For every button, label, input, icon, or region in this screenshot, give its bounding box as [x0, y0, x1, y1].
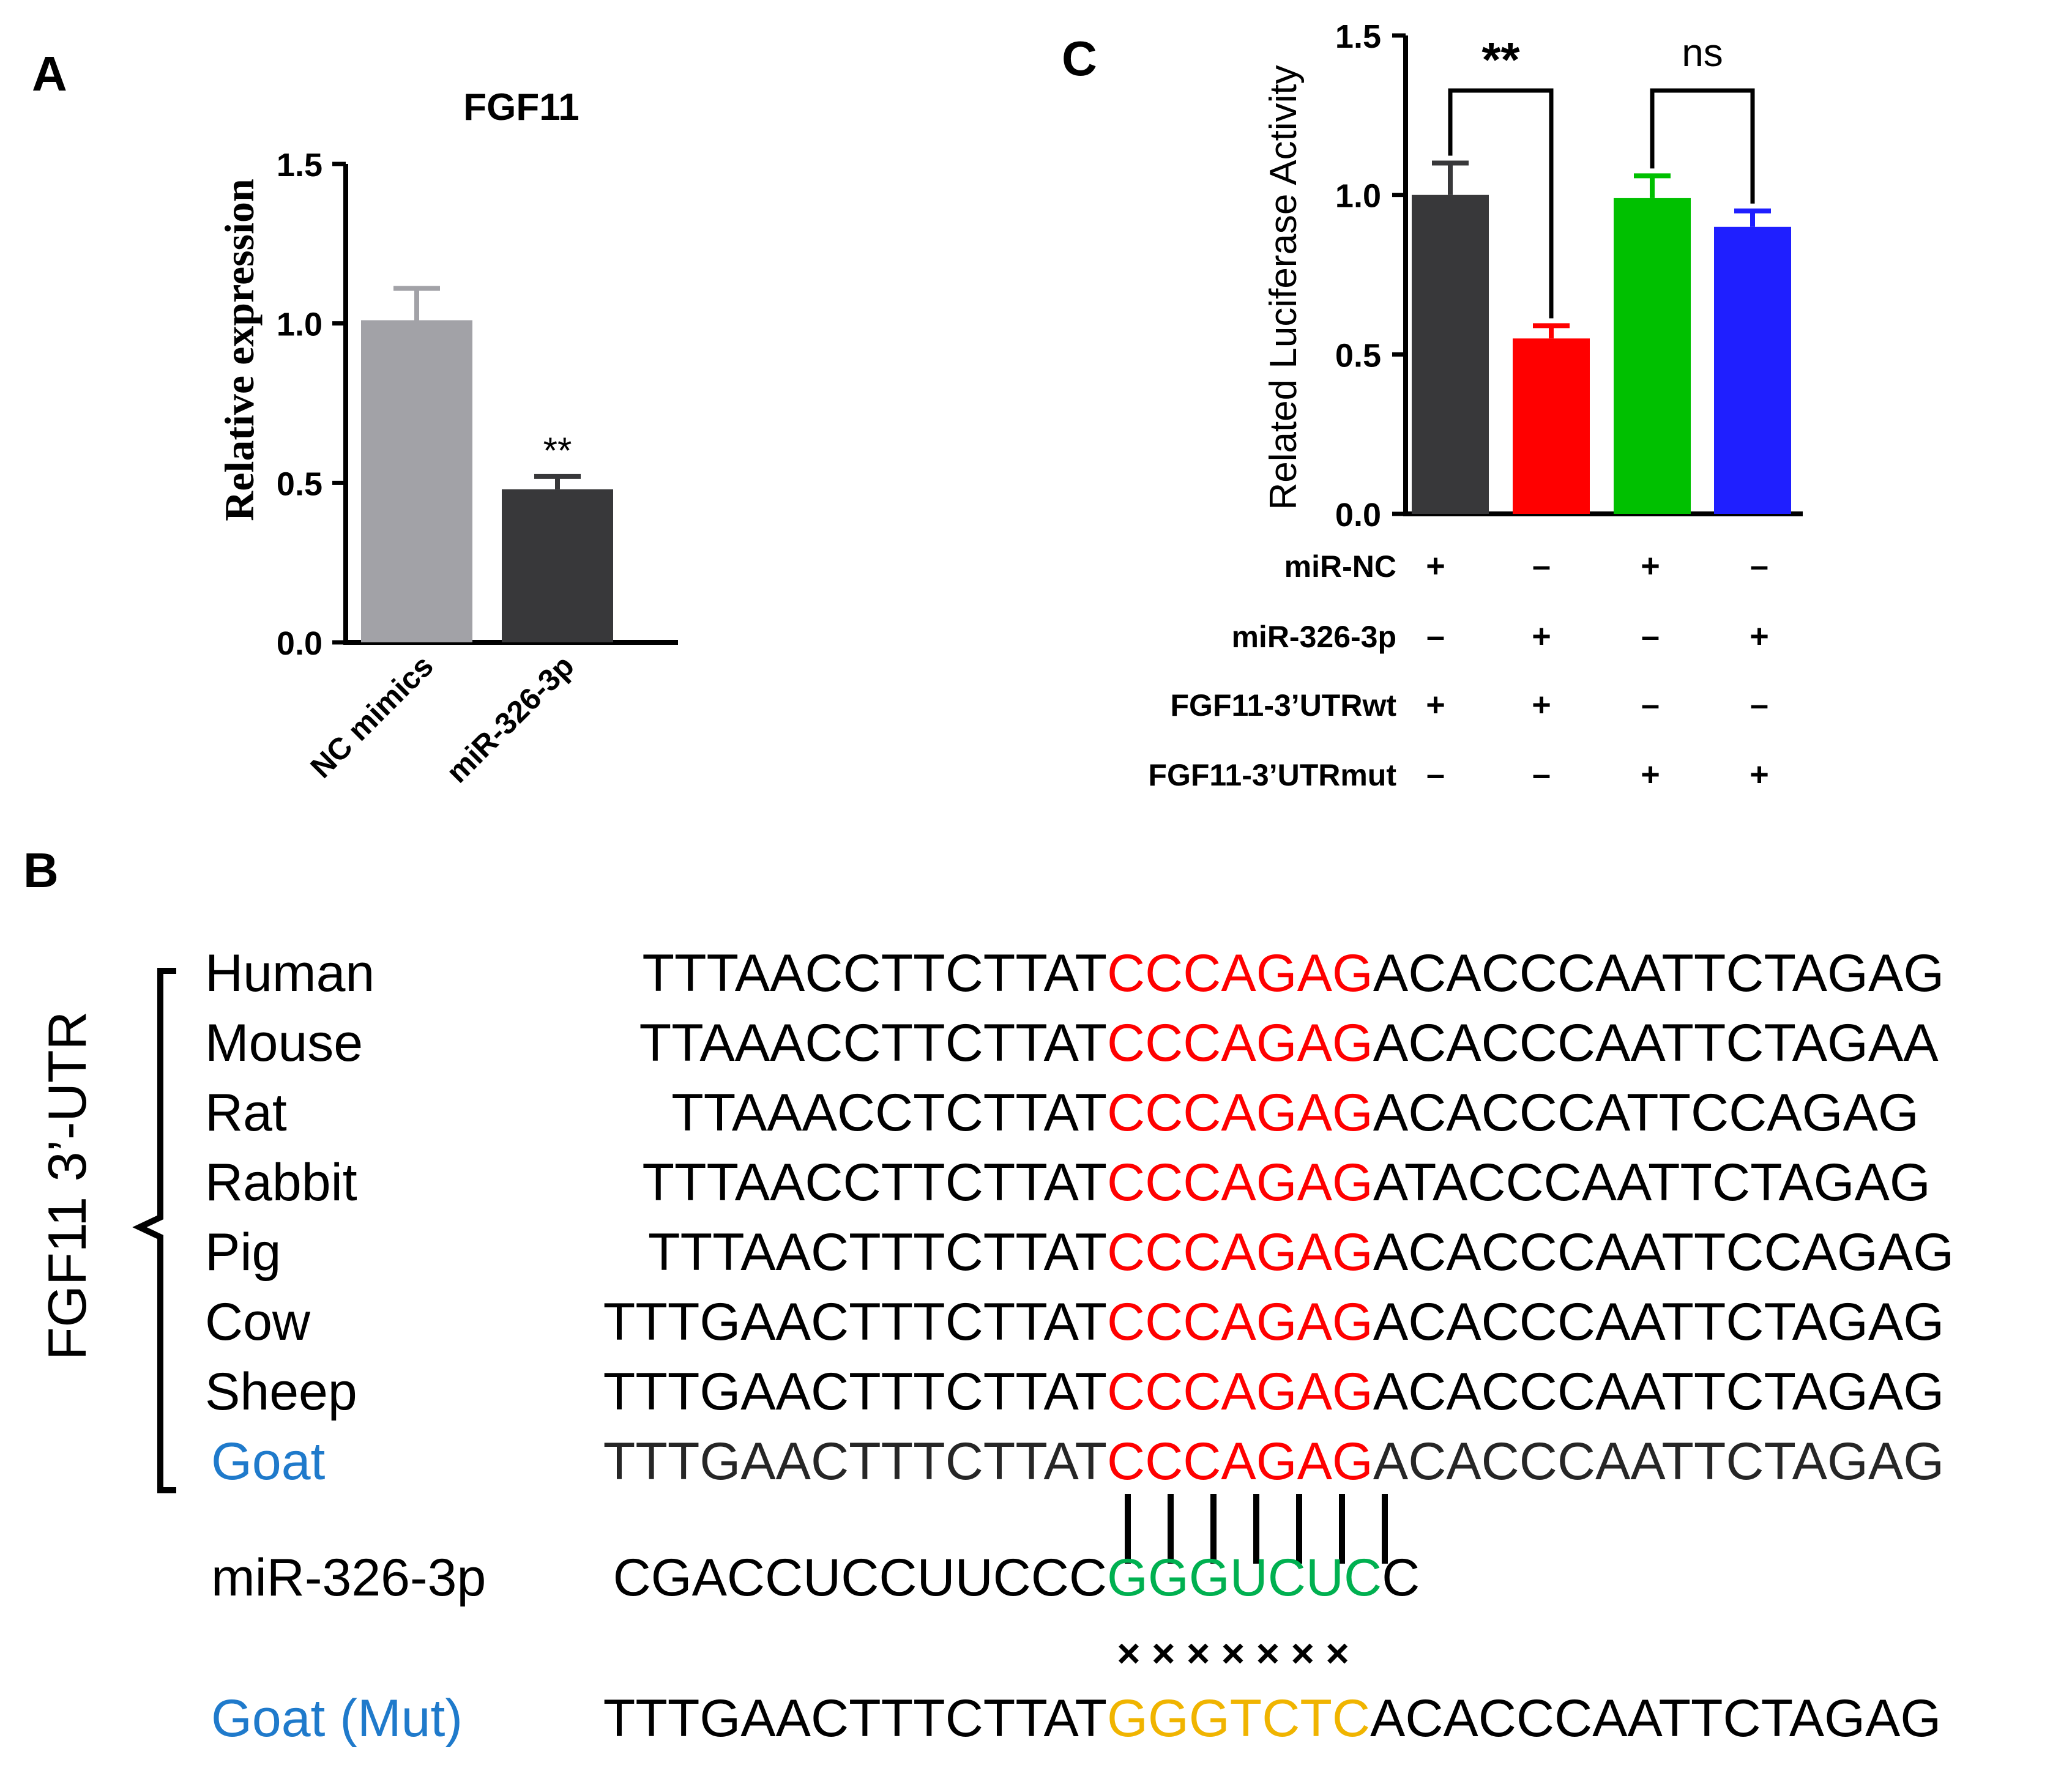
sequence-upstream: TTTAACCTTCTTAT	[642, 944, 1107, 1003]
sequence-upstream: TTTAACCTTCTTAT	[642, 1153, 1107, 1212]
panel-c-letter: C	[1062, 31, 1097, 86]
y-tick-label: 1.0	[1335, 178, 1381, 215]
y-tick-label: 0.0	[277, 625, 322, 662]
panel-c-comparison-brackets: ** ns	[1448, 31, 1755, 319]
panel-c-condition-table: miR-NC + – + –miR-326-3p – + – +FGF11-3’UTRwt + + –…	[1148, 548, 1768, 793]
mutant-row: Goat (Mut) TTTGAACTTTCTTAT GGGTCTCACACCCAA…	[211, 1689, 1941, 1748]
y-tick-label: 1.5	[1335, 18, 1381, 55]
y-tick-label: 0.5	[277, 466, 322, 502]
condition-row-label: FGF11-3’UTRwt	[1171, 688, 1397, 722]
mutant-sequence-upstream: TTTGAACTTTCTTAT	[603, 1689, 1107, 1748]
species-label: Goat	[211, 1432, 326, 1491]
panel-a-x-tick-labels: NC mimics miR-326-3p	[304, 648, 580, 789]
y-tick-label: 0.0	[1335, 497, 1381, 533]
sequence-seed-site: CCCAGAGACACCCAATTCTAGAG	[1107, 1362, 1944, 1421]
bar	[361, 320, 472, 642]
panel-a-bars: **	[361, 286, 613, 642]
bar	[502, 489, 613, 642]
sequence-seed-site: CCCAGAGACACCCAATTCTAGAG	[1107, 1432, 1944, 1491]
mutant-site-sequence: GGGTCTCACACCCAATTCTAGAG	[1107, 1689, 1941, 1748]
mirna-label: miR-326-3p	[211, 1548, 486, 1607]
comparison-bracket	[1650, 88, 1755, 204]
condition-cell: –	[1532, 548, 1551, 584]
panel-c-y-axis-label: Related Luciferase Activity	[1262, 65, 1305, 510]
condition-row-label: miR-326-3p	[1231, 620, 1396, 654]
panel-a: A FGF11 Relative expression 0.0 0.5 1.0 1.5…	[32, 46, 678, 789]
y-tick-label: 1.0	[277, 306, 322, 343]
bar	[1412, 195, 1489, 514]
panel-c-bars	[1412, 160, 1791, 514]
sequence-seed-site: CCCAGAGACACCCAATTCTAGAG	[1107, 944, 1944, 1003]
condition-cell: +	[1641, 548, 1660, 584]
condition-cell: –	[1641, 686, 1660, 723]
bar	[1614, 198, 1691, 514]
sequence-seed-site: CCCAGAGACACCCAATTCCAGAG	[1107, 1223, 1954, 1282]
condition-cell: +	[1750, 756, 1769, 793]
species-label: Cow	[205, 1293, 311, 1351]
sequence-upstream: TTTGAACTTTCTTAT	[603, 1362, 1107, 1421]
condition-cell: –	[1750, 686, 1768, 723]
condition-cell: –	[1426, 756, 1445, 793]
condition-row-label: miR-NC	[1284, 549, 1396, 584]
panel-a-letter: A	[32, 46, 67, 101]
bar	[1513, 338, 1590, 514]
condition-cell: +	[1750, 618, 1769, 655]
sequence-upstream: TTTGAACTTTCTTAT	[603, 1432, 1107, 1491]
bar	[1714, 226, 1791, 514]
panel-a-y-ticks: 0.0 0.5 1.0 1.5	[277, 147, 346, 662]
mutant-label: Goat (Mut)	[211, 1689, 463, 1748]
condition-cell: –	[1426, 618, 1445, 655]
condition-cell: +	[1641, 756, 1660, 793]
mismatch-marks: × × × × × × ×	[1117, 1630, 1349, 1676]
significance-label: **	[543, 430, 572, 471]
condition-cell: +	[1426, 548, 1445, 584]
condition-cell: +	[1532, 686, 1551, 723]
species-label: Rabbit	[205, 1153, 357, 1212]
panel-b-letter: B	[23, 843, 59, 897]
species-group-bracket	[132, 968, 176, 1493]
sequence-upstream: TTTAACTTTCTTAT	[648, 1223, 1107, 1282]
condition-cell: +	[1532, 618, 1551, 655]
mirna-seed-sequence: GGGUCUCC	[1107, 1548, 1420, 1607]
condition-row-label: FGF11-3’UTRmut	[1148, 758, 1396, 792]
species-label: Rat	[205, 1083, 287, 1142]
comparison-label: **	[1481, 32, 1520, 87]
comparison-bracket	[1448, 88, 1554, 319]
condition-cell: –	[1532, 756, 1551, 793]
species-label: Human	[205, 944, 375, 1003]
panel-c-y-ticks: 0.0 0.5 1.0 1.5	[1335, 18, 1406, 533]
comparison-label: ns	[1682, 31, 1723, 75]
y-tick-label: 1.5	[277, 147, 322, 184]
x-tick-label: NC mimics	[304, 648, 439, 784]
mirna-row: miR-326-3p CGACCUCCUUCCC GGGUCUCC	[211, 1548, 1420, 1607]
x-tick-label: miR-326-3p	[440, 648, 581, 789]
panel-b: B FGF11 3’-UTR Human TTTAACCTTCTTAT CCCAGA…	[23, 843, 1954, 1748]
species-label: Mouse	[205, 1014, 363, 1072]
mirna-sequence-upstream: CGACCUCCUUCCC	[613, 1548, 1107, 1607]
condition-cell: +	[1426, 686, 1445, 723]
sequence-seed-site: CCCAGAGACACCCAATTCTAGAG	[1107, 1293, 1944, 1351]
sequence-upstream: TTAAACCTCTTAT	[671, 1083, 1107, 1142]
seed-pairing-lines	[1125, 1494, 1388, 1564]
condition-cell: –	[1750, 548, 1768, 584]
sequence-seed-site: CCCAGAGACACCCATTCCAGAG	[1107, 1083, 1919, 1142]
panel-a-title: FGF11	[463, 86, 579, 128]
sequence-seed-site: CCCAGAGATACCCAATTCTAGAG	[1107, 1153, 1931, 1212]
panel-a-y-axis-label: Relative expression	[216, 179, 263, 521]
utr-group-label: FGF11 3’-UTR	[37, 1011, 97, 1360]
alignment-rows: Human TTTAACCTTCTTAT CCCAGAGACACCCAATTCTAG…	[205, 944, 1954, 1491]
y-tick-label: 0.5	[1335, 337, 1381, 374]
sequence-seed-site: CCCAGAGACACCCAATTCTAGAA	[1107, 1014, 1939, 1072]
sequence-upstream: TTTGAACTTTCTTAT	[603, 1293, 1107, 1351]
sequence-upstream: TTAAACCTTCTTAT	[639, 1014, 1107, 1072]
condition-cell: –	[1641, 618, 1660, 655]
species-label: Sheep	[205, 1362, 357, 1421]
species-label: Pig	[205, 1223, 281, 1282]
panel-c: C Related Luciferase Activity 0.0 0.5 1.0 1…	[1062, 18, 1803, 793]
